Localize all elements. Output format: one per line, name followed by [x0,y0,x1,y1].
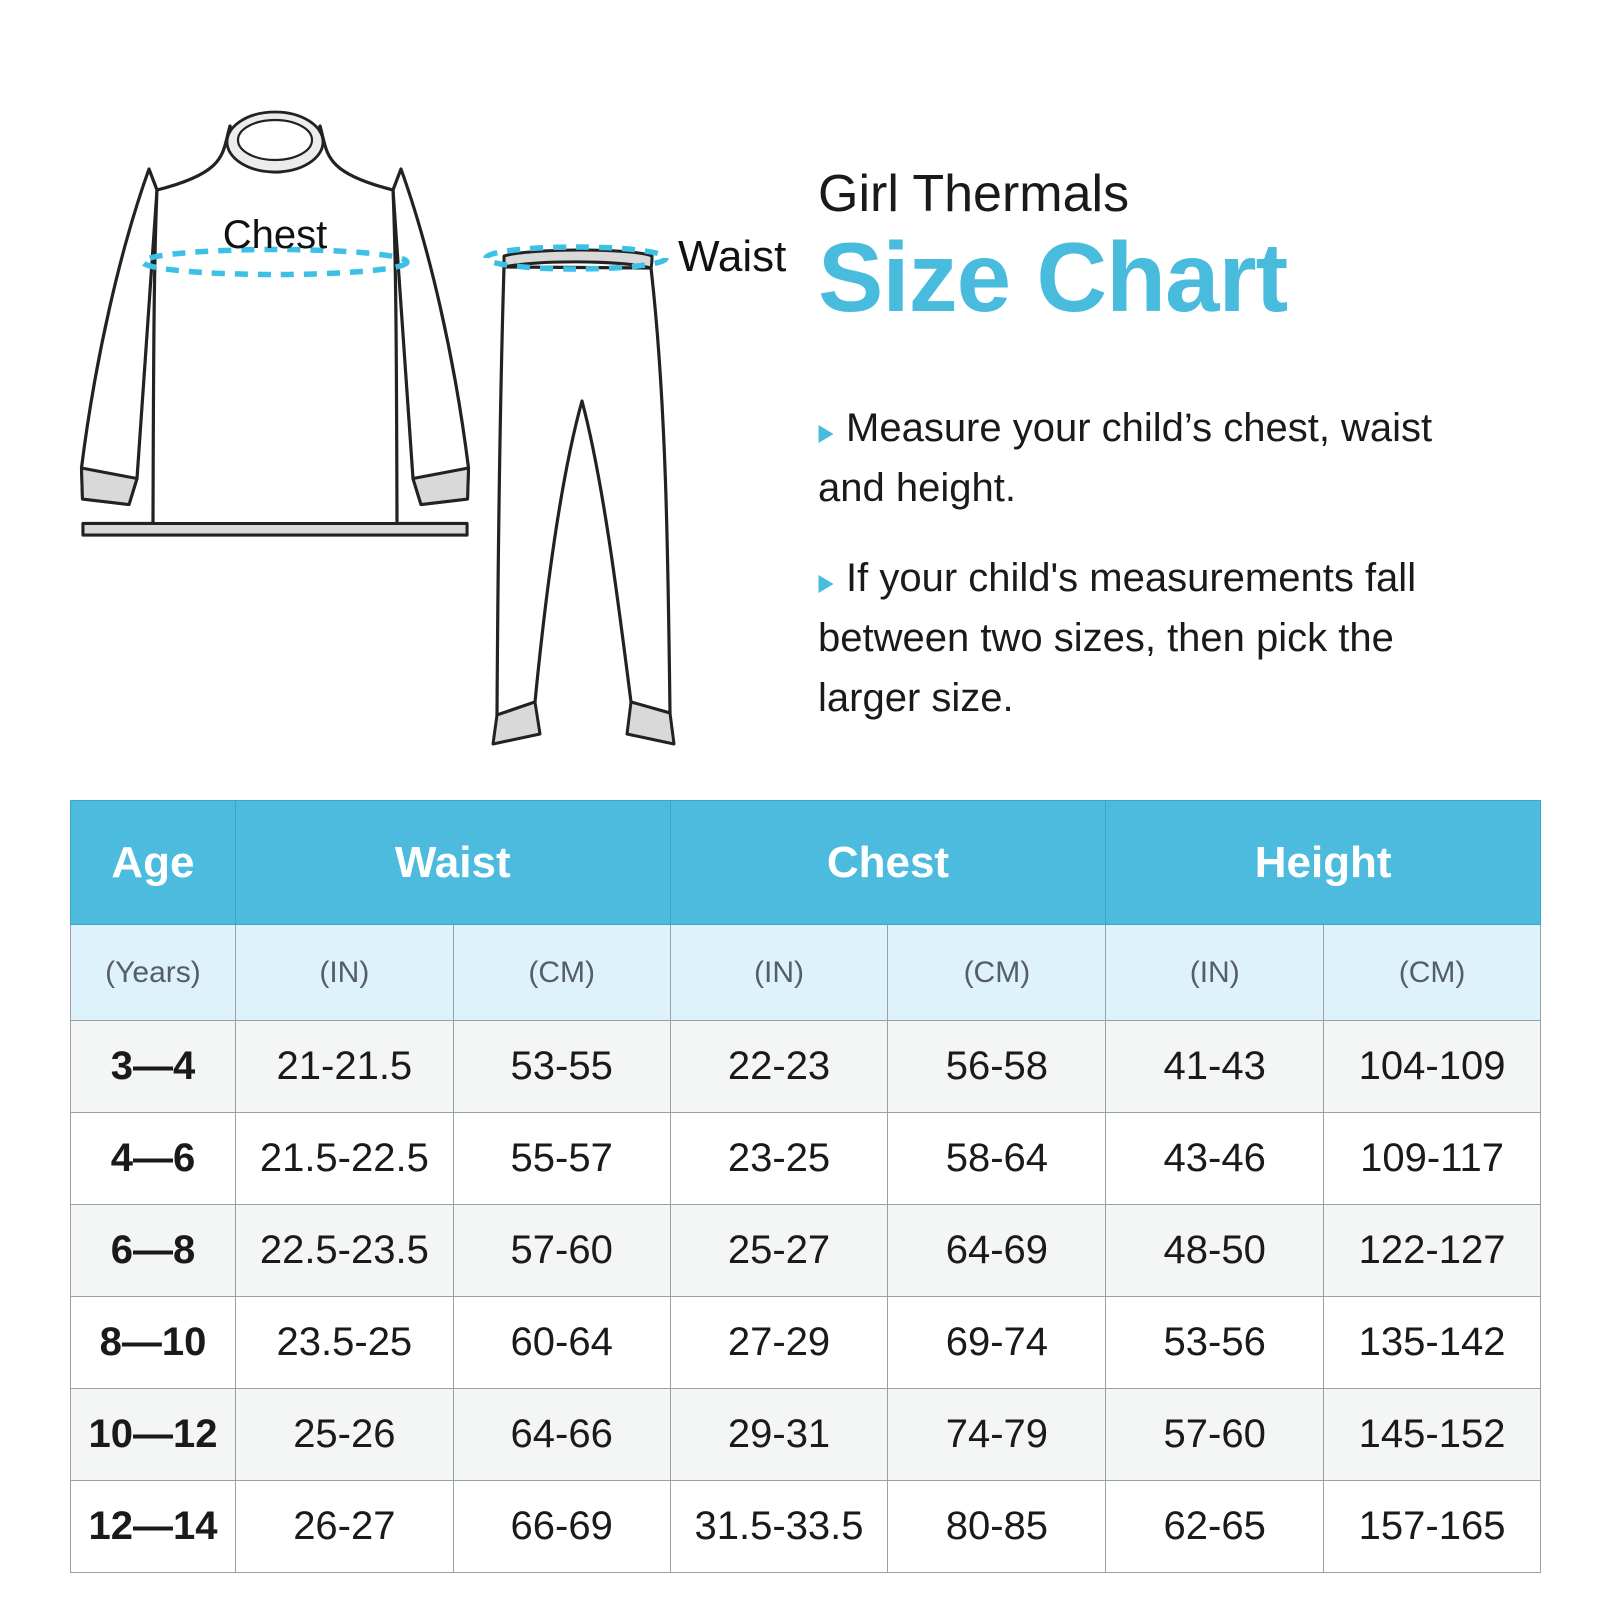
svg-text:Chest: Chest [223,213,328,257]
